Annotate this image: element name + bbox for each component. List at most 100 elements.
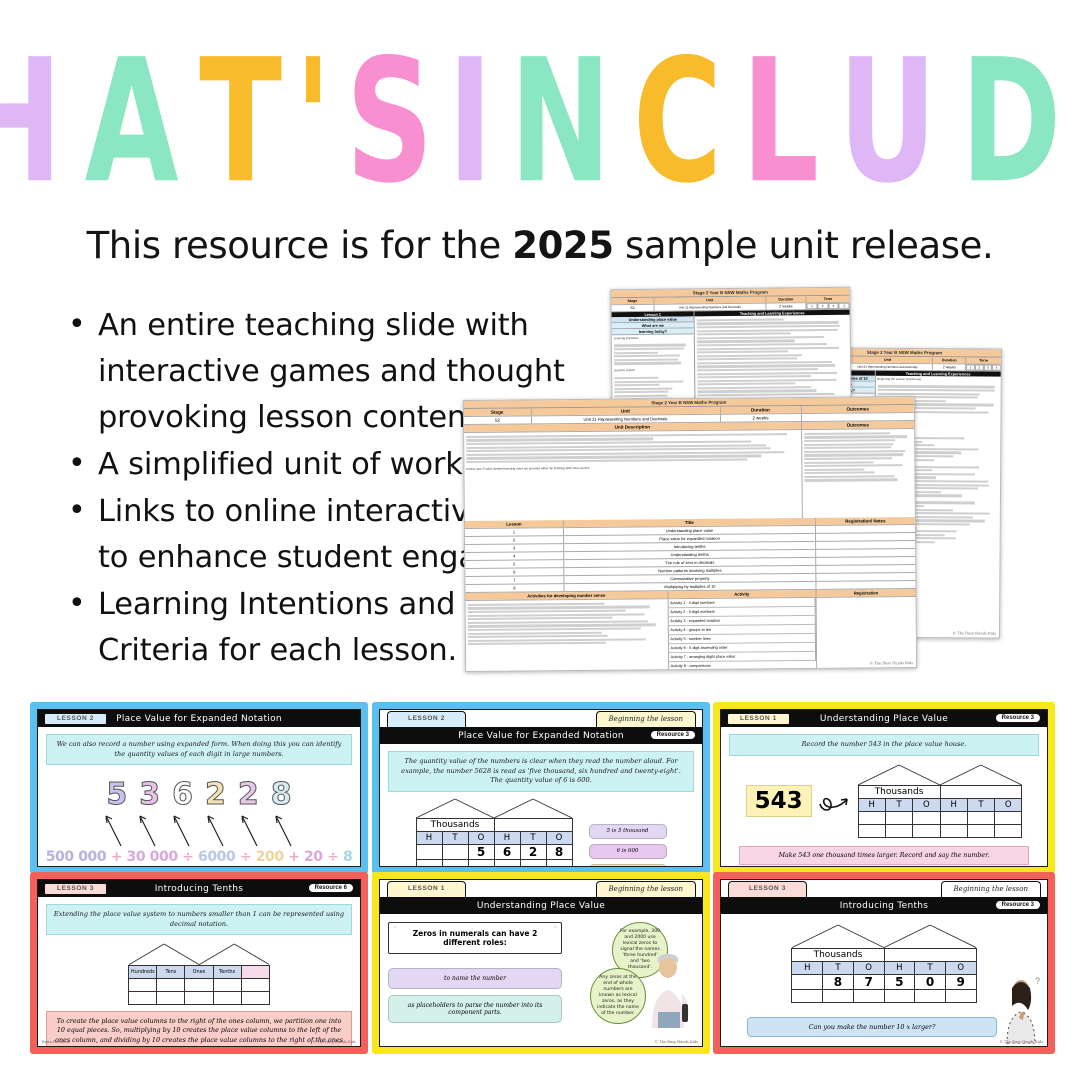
house-roof-icon: [792, 924, 976, 948]
slide-title-bar: Introducing Tenths Resource 3: [721, 897, 1047, 914]
slide-lesson-tab[interactable]: LESSON 2: [387, 711, 466, 727]
doc-col-header: Unit: [654, 297, 766, 304]
house-column-header: O: [468, 831, 494, 844]
doc-text-line: [614, 391, 668, 394]
house-column-header: H: [884, 961, 915, 974]
pin-right-icon: ◦: [554, 925, 557, 931]
doc-text-line: [614, 380, 683, 383]
doc-lesson-registration: [816, 525, 915, 533]
house-and-chips: Thousands H T O H T O 5 6 2 8 5 is 5 thousand 6 is 6…: [380, 798, 702, 868]
house-empty-cell: [157, 991, 185, 1004]
slide-card-6[interactable]: LESSON 3 Beginning the lesson Introducing …: [713, 872, 1055, 1054]
house-column-header: H: [940, 798, 967, 811]
doc-description-body: Please note: Further detailed teaching n…: [464, 429, 915, 521]
arrow-icon: [273, 813, 295, 847]
doc-activity-col-header: Activity: [668, 590, 817, 598]
house-digit-cell: 5: [468, 844, 494, 859]
doc-lesson-registration: [816, 573, 915, 581]
doc-col-header: Duration: [720, 406, 801, 414]
doc-lesson-table-col-header: Lesson: [465, 520, 564, 528]
digit-glyph: 3: [139, 777, 160, 812]
doc-text-line: [697, 351, 787, 354]
house-column-header: O: [913, 798, 940, 811]
house-column-header: H: [494, 831, 520, 844]
house-digit-cell: [967, 811, 994, 824]
digit-glyph: 6: [172, 777, 193, 812]
house-header-row: HTOHTO: [416, 831, 572, 844]
instruction-banner: Record the number 543 in the place value…: [729, 734, 1039, 756]
house-roof-icon: [416, 798, 572, 818]
slide-lesson-tag[interactable]: LESSON 3: [44, 883, 107, 895]
doc-text-line: [804, 479, 897, 482]
quantity-chip: 6 is 600: [589, 844, 667, 859]
instruction-banner: Extending the place value system to numb…: [46, 904, 352, 935]
house-header-row: HTOHTO: [792, 961, 976, 974]
expanded-notation: 500 000 + 30 000 ÷ 6000 ÷ 200 + 20 ÷ 8: [38, 849, 360, 865]
doc-lesson-number: 7: [465, 576, 564, 584]
curly-arrow-icon: [818, 788, 852, 814]
document-thumbnail-lesson-table: Stage 2 Year B NSW Maths Program Stage Uni…: [463, 396, 917, 672]
slide-lesson-tag[interactable]: LESSON 1: [727, 713, 790, 725]
resource-badge[interactable]: Resource 3: [995, 900, 1041, 910]
place-value-house: Thousands H T O H T O 5 6 2 8: [416, 798, 573, 868]
house-empty-cell: [913, 824, 940, 837]
house-column-header: O: [853, 961, 884, 974]
house-digit-cell: [858, 811, 885, 824]
slide-beginning-tab[interactable]: Beginning the lesson: [941, 881, 1041, 897]
house-column-header: T: [520, 831, 546, 844]
place-value-house: Thousands H T O H T O: [858, 764, 1023, 838]
doc-lesson-registration: [816, 549, 915, 557]
house-empty-cell: [853, 989, 884, 1002]
slide-lesson-tab[interactable]: LESSON 1: [387, 881, 466, 897]
slide-lesson-tab[interactable]: LESSON 3: [728, 881, 807, 897]
house-units-label: [494, 818, 572, 831]
expanded-part: 30 000: [127, 849, 183, 865]
resource-badge[interactable]: Resource 3: [650, 730, 696, 740]
house-column-header: Hundreds: [129, 965, 157, 978]
doc-text-line: [804, 432, 891, 435]
house-digit-cell: 6: [494, 844, 520, 859]
place-value-table: Thousands H T O H T O 5 6 2 8: [416, 818, 573, 868]
slide-card-2[interactable]: LESSON 2 Beginning the lesson Place Value …: [372, 702, 710, 874]
doc-text-line: [614, 348, 684, 351]
expanded-digits: 536228: [38, 777, 360, 812]
slide-lesson-tag[interactable]: LESSON 2: [44, 713, 107, 725]
quantity-chip: 2 is 20: [589, 864, 667, 868]
house-header-row: HTOHTO: [858, 798, 1022, 811]
doc-lesson-number: 1: [465, 528, 564, 536]
doc-term-value: 1234: [807, 303, 850, 309]
slide-beginning-tab[interactable]: Beginning the lesson: [596, 881, 696, 897]
house-digit-cell: 8: [823, 974, 854, 989]
doc-col-header: Duration: [766, 296, 807, 302]
house-empty-cell: [915, 989, 946, 1002]
resource-badge[interactable]: Resource 6: [308, 883, 354, 893]
doc-text-block: [466, 599, 668, 648]
doc-text-line: [614, 358, 678, 361]
doc-term-value: 1234: [966, 364, 1001, 370]
doc-stage-value: S2: [611, 305, 654, 311]
doc-text-line: [804, 464, 902, 467]
slide-card-5[interactable]: LESSON 1 Beginning the lesson Understandin…: [372, 872, 710, 1054]
explanation-banner: To create the place value columns to the…: [46, 1011, 352, 1047]
doc-lesson-number: 2: [465, 536, 564, 544]
resource-badge[interactable]: Resource 3: [995, 713, 1041, 723]
house-empty-cell: [792, 989, 823, 1002]
doc-lesson-number: 8: [465, 584, 564, 592]
doc-duration-value: 2 weeks: [766, 303, 807, 309]
slide-beginning-tab[interactable]: Beginning the lesson: [596, 711, 696, 727]
arrow-icon: [205, 813, 227, 847]
house-empty-cell: [884, 989, 915, 1002]
slide-card-1[interactable]: LESSON 2 Place Value for Expanded Notatio…: [30, 702, 368, 874]
house-units-label: [884, 948, 976, 961]
doc-lesson-table-col-header: Registration/ Notes: [816, 517, 915, 525]
title-letter-8: N: [509, 38, 609, 206]
place-value-house: Hundreds Tens Ones Tenths: [38, 943, 360, 1005]
slide-card-4[interactable]: LESSON 3 Introducing Tenths Resource 6 Exte…: [30, 872, 368, 1054]
doc-text-line: [804, 446, 892, 449]
slide-card-3[interactable]: LESSON 1 Understanding Place Value Resourc…: [713, 702, 1055, 874]
doc-lesson-registration: [816, 533, 915, 541]
house-column-header: Tenths: [213, 965, 241, 978]
slide-inner: LESSON 1 Beginning the lesson Understandin…: [379, 879, 703, 1047]
house-column-header: T: [967, 798, 994, 811]
slide-inner: LESSON 2 Place Value for Expanded Notatio…: [37, 709, 361, 867]
